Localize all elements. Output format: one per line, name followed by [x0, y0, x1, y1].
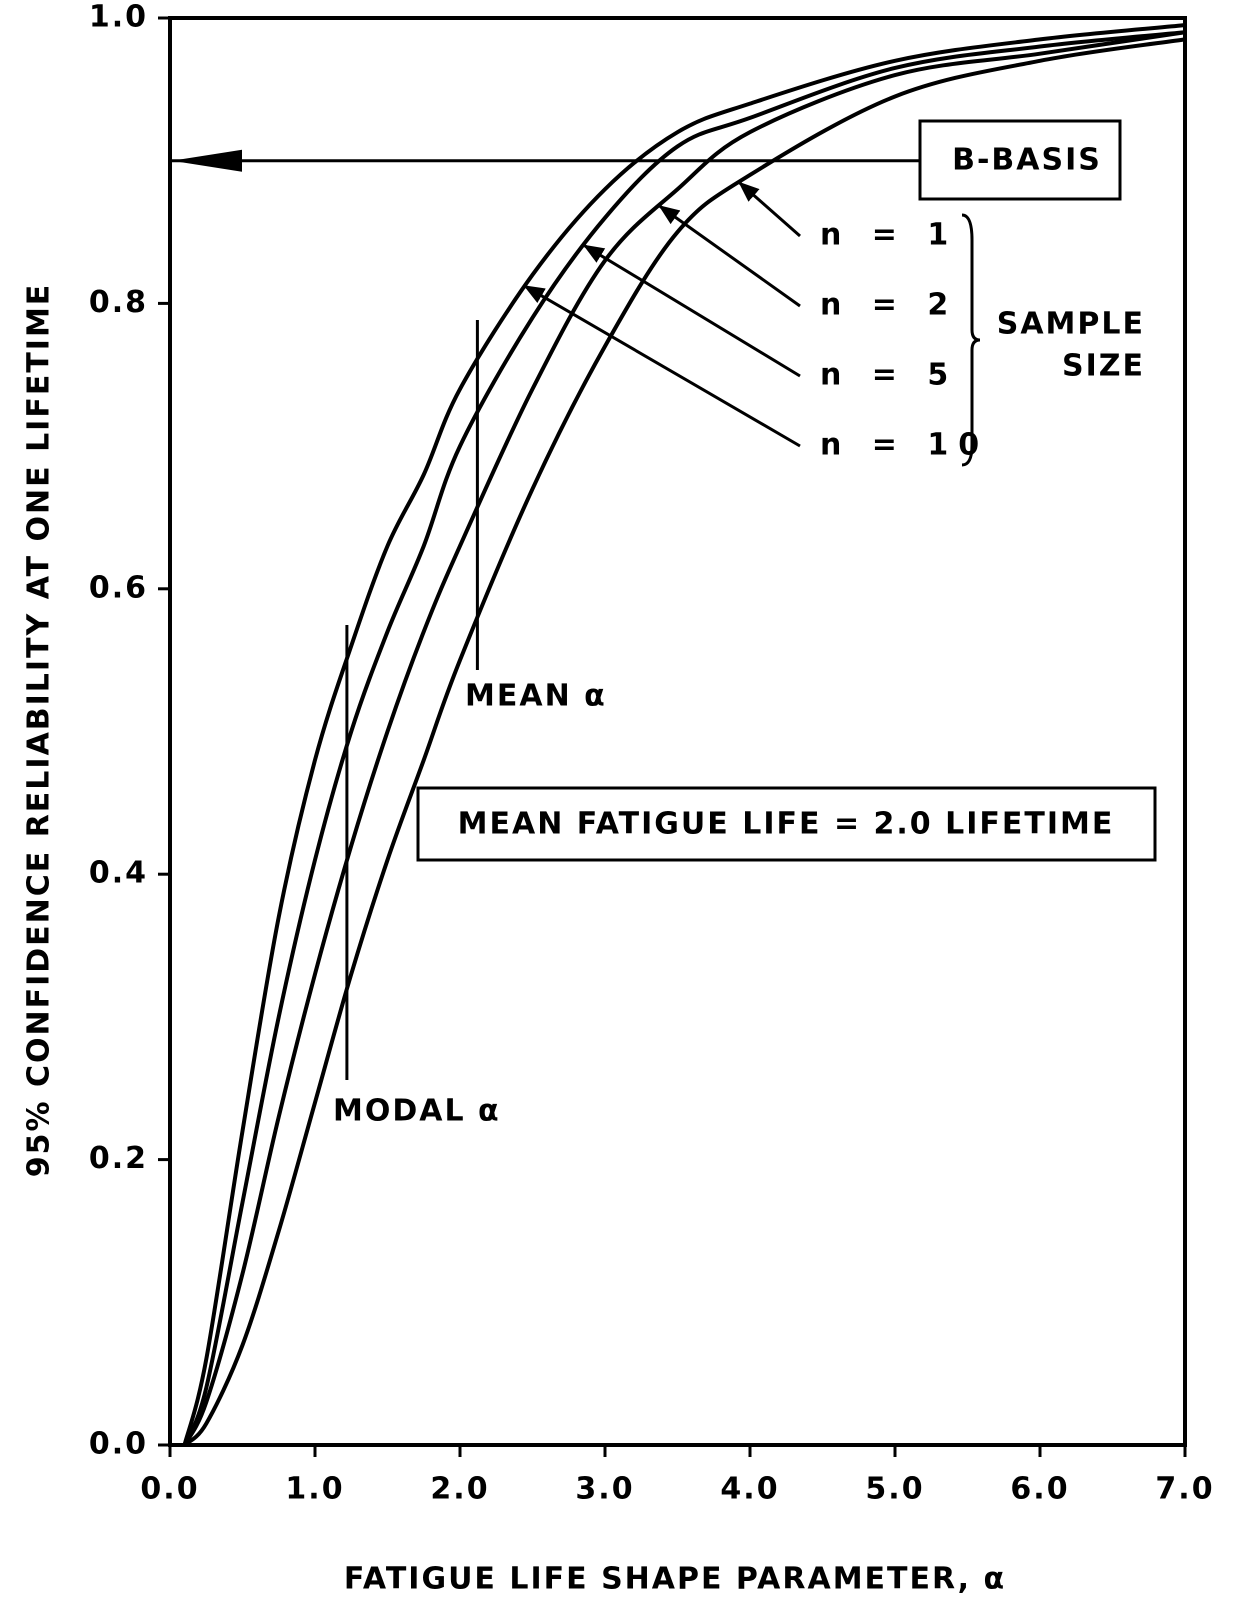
reference-arrowhead	[172, 149, 242, 172]
y-tick-label: 0.4	[89, 856, 148, 891]
x-tick-label: 6.0	[1010, 1472, 1069, 1507]
y-tick-label: 1.0	[89, 0, 148, 35]
legend-arrow	[523, 284, 801, 448]
x-axis-label: FATIGUE LIFE SHAPE PARAMETER, α	[344, 1562, 1006, 1597]
x-tick-label: 2.0	[430, 1472, 489, 1507]
legend-label: n = 1	[820, 218, 958, 253]
series-line	[182, 30, 1186, 1446]
legend-label: n = 2	[820, 288, 958, 323]
note: MEAN FATIGUE LIFE = 2.0 LIFETIME	[458, 807, 1115, 842]
y-axis-label: 95% CONFIDENCE RELIABILITY AT ONE LIFETI…	[22, 283, 57, 1178]
legend-label: n = 5	[820, 358, 958, 393]
legend-arrow	[582, 244, 801, 378]
x-tick-label: 0.0	[140, 1472, 199, 1507]
legend-arrow	[658, 205, 801, 308]
series-line	[182, 23, 1186, 1446]
series-line	[183, 37, 1186, 1447]
plot-frame	[168, 16, 1187, 1447]
y-tick-label: 0.6	[89, 570, 148, 605]
legend-title: SIZE	[1062, 349, 1145, 384]
y-tick-label: 0.2	[89, 1141, 148, 1176]
reference-box	[918, 119, 1122, 201]
x-tick-label: 3.0	[575, 1472, 634, 1507]
x-tick-label: 1.0	[285, 1472, 344, 1507]
marker-label: MEAN α	[465, 679, 607, 714]
x-tick-label: 5.0	[865, 1472, 924, 1507]
legend-arrow	[738, 181, 801, 238]
legend-title: SAMPLE	[997, 307, 1145, 342]
note-box	[416, 786, 1157, 862]
marker-label: MODAL α	[333, 1094, 501, 1129]
series-line	[182, 30, 1186, 1446]
y-tick-label: 0.8	[89, 285, 148, 320]
legend-label: n = 10	[820, 428, 989, 463]
x-tick-label: 4.0	[720, 1472, 779, 1507]
legend-brace	[961, 213, 981, 467]
x-tick-label: 7.0	[1155, 1472, 1214, 1507]
y-tick-label: 0.0	[89, 1427, 148, 1462]
reference-label: B-BASIS	[952, 143, 1102, 178]
